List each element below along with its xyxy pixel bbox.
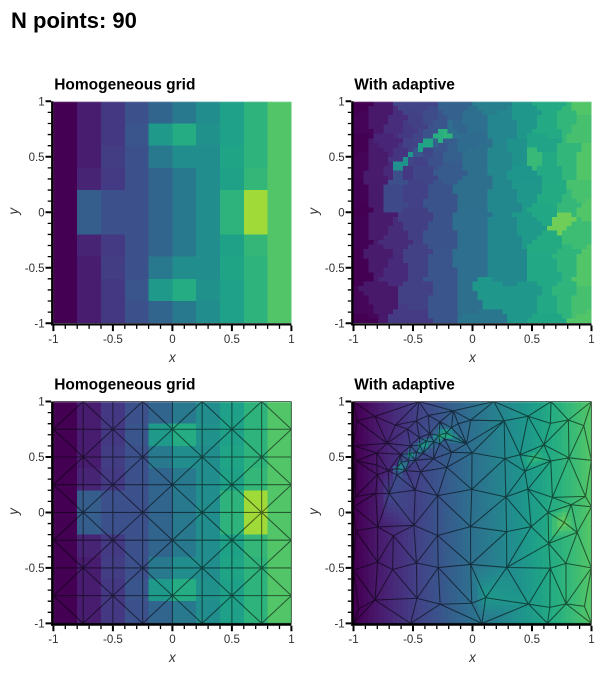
svg-text:-1: -1 bbox=[334, 318, 344, 330]
svg-text:Homogeneous grid: Homogeneous grid bbox=[54, 377, 195, 394]
svg-text:-0.5: -0.5 bbox=[325, 563, 345, 575]
svg-text:1: 1 bbox=[38, 397, 44, 409]
svg-text:1: 1 bbox=[288, 634, 294, 646]
svg-text:0.5: 0.5 bbox=[29, 452, 45, 464]
svg-text:y: y bbox=[306, 507, 321, 516]
svg-text:With adaptive: With adaptive bbox=[354, 77, 455, 94]
svg-text:-0.5: -0.5 bbox=[103, 634, 123, 646]
svg-text:y: y bbox=[306, 207, 321, 216]
svg-text:-1: -1 bbox=[348, 634, 358, 646]
svg-text:0: 0 bbox=[469, 334, 475, 346]
svg-text:x: x bbox=[168, 350, 177, 365]
svg-text:-0.5: -0.5 bbox=[25, 263, 45, 275]
svg-text:0: 0 bbox=[338, 508, 344, 520]
svg-text:-0.5: -0.5 bbox=[403, 334, 423, 346]
svg-text:0.5: 0.5 bbox=[224, 334, 240, 346]
svg-text:0.5: 0.5 bbox=[329, 452, 345, 464]
svg-text:x: x bbox=[468, 650, 477, 665]
svg-text:Homogeneous grid: Homogeneous grid bbox=[54, 77, 195, 94]
svg-text:-1: -1 bbox=[34, 619, 44, 631]
svg-text:-0.5: -0.5 bbox=[325, 263, 345, 275]
svg-text:0.5: 0.5 bbox=[524, 334, 540, 346]
svg-text:1: 1 bbox=[588, 634, 594, 646]
svg-text:1: 1 bbox=[38, 96, 44, 108]
svg-text:x: x bbox=[468, 350, 477, 365]
svg-text:0: 0 bbox=[169, 334, 175, 346]
svg-text:1: 1 bbox=[338, 397, 344, 409]
svg-text:-0.5: -0.5 bbox=[25, 563, 45, 575]
svg-text:With adaptive: With adaptive bbox=[354, 377, 455, 394]
svg-text:x: x bbox=[168, 650, 177, 665]
svg-text:-0.5: -0.5 bbox=[403, 634, 423, 646]
svg-text:0.5: 0.5 bbox=[329, 152, 345, 164]
svg-text:-1: -1 bbox=[334, 619, 344, 631]
svg-text:1: 1 bbox=[288, 334, 294, 346]
svg-text:-1: -1 bbox=[48, 634, 58, 646]
svg-text:0: 0 bbox=[469, 634, 475, 646]
svg-text:-1: -1 bbox=[34, 318, 44, 330]
svg-text:1: 1 bbox=[588, 334, 594, 346]
svg-text:-1: -1 bbox=[348, 334, 358, 346]
svg-text:y: y bbox=[6, 207, 21, 216]
svg-text:0.5: 0.5 bbox=[29, 152, 45, 164]
svg-text:0: 0 bbox=[38, 207, 44, 219]
svg-text:0.5: 0.5 bbox=[224, 634, 240, 646]
svg-text:-1: -1 bbox=[48, 334, 58, 346]
svg-text:0: 0 bbox=[169, 634, 175, 646]
svg-text:0: 0 bbox=[338, 207, 344, 219]
svg-text:0: 0 bbox=[38, 508, 44, 520]
svg-text:0.5: 0.5 bbox=[524, 634, 540, 646]
svg-text:1: 1 bbox=[338, 96, 344, 108]
svg-text:y: y bbox=[6, 507, 21, 516]
svg-text:-0.5: -0.5 bbox=[103, 334, 123, 346]
svg-text:N points: 90: N points: 90 bbox=[11, 8, 137, 33]
